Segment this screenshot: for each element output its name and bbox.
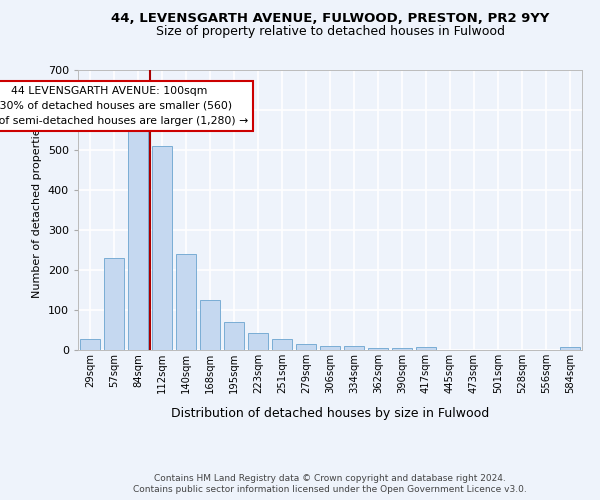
- Bar: [344, 346, 364, 350]
- Text: 44, LEVENSGARTH AVENUE, FULWOOD, PRESTON, PR2 9YY: 44, LEVENSGARTH AVENUE, FULWOOD, PRESTON…: [111, 12, 549, 26]
- Bar: [248, 333, 268, 350]
- Y-axis label: Number of detached properties: Number of detached properties: [32, 122, 42, 298]
- Bar: [224, 322, 244, 350]
- Bar: [152, 146, 172, 350]
- Bar: [416, 347, 436, 350]
- Bar: [80, 339, 100, 350]
- Bar: [128, 121, 148, 350]
- Text: Size of property relative to detached houses in Fulwood: Size of property relative to detached ho…: [155, 25, 505, 38]
- Bar: [320, 346, 340, 350]
- Bar: [296, 344, 316, 350]
- Text: Distribution of detached houses by size in Fulwood: Distribution of detached houses by size …: [171, 408, 489, 420]
- Bar: [104, 258, 124, 350]
- Bar: [272, 339, 292, 350]
- Text: 44 LEVENSGARTH AVENUE: 100sqm
← 30% of detached houses are smaller (560)
69% of : 44 LEVENSGARTH AVENUE: 100sqm ← 30% of d…: [0, 86, 248, 126]
- Bar: [200, 300, 220, 350]
- Text: Contains HM Land Registry data © Crown copyright and database right 2024.: Contains HM Land Registry data © Crown c…: [154, 474, 506, 483]
- Text: Contains public sector information licensed under the Open Government Licence v3: Contains public sector information licen…: [133, 485, 527, 494]
- Bar: [368, 348, 388, 350]
- Bar: [560, 347, 580, 350]
- Bar: [176, 254, 196, 350]
- Bar: [392, 348, 412, 350]
